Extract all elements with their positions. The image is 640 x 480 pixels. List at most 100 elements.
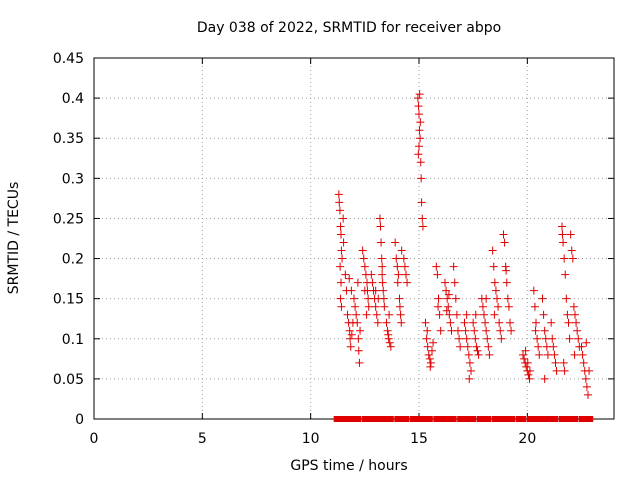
data-point — [572, 318, 581, 327]
data-point — [371, 302, 380, 311]
data-point — [336, 262, 345, 271]
zero-point — [346, 416, 353, 422]
data-point — [337, 278, 345, 287]
zero-point — [587, 416, 594, 422]
data-point — [392, 254, 401, 263]
zero-point — [476, 416, 483, 422]
data-point — [522, 362, 531, 371]
data-point — [384, 330, 393, 339]
x-tick-label: 15 — [410, 431, 428, 447]
data-point — [423, 342, 432, 351]
data-point — [442, 286, 451, 295]
zero-point — [342, 416, 349, 422]
data-point — [426, 358, 435, 367]
y-tick-label: 0.15 — [53, 292, 84, 308]
zero-point — [491, 416, 498, 422]
data-point — [424, 350, 433, 359]
data-point — [550, 350, 559, 359]
data-point — [336, 222, 345, 231]
data-point — [395, 294, 404, 303]
data-point — [445, 310, 454, 319]
zero-point — [442, 416, 448, 422]
zero-point — [461, 416, 468, 422]
data-point — [558, 222, 566, 231]
data-point — [379, 286, 388, 295]
data-point — [563, 310, 572, 319]
data-point — [360, 286, 369, 295]
data-point — [359, 254, 368, 263]
data-point — [483, 334, 492, 343]
data-point — [414, 150, 423, 159]
data-point — [531, 326, 540, 335]
data-point — [552, 366, 561, 375]
data-point — [347, 286, 356, 295]
data-point — [417, 198, 426, 207]
data-point — [463, 342, 472, 351]
data-point — [560, 254, 569, 263]
zero-point — [355, 416, 362, 422]
data-point — [456, 342, 465, 351]
data-point — [565, 334, 574, 343]
data-point — [490, 310, 499, 319]
data-point — [417, 174, 426, 183]
zero-point — [387, 416, 394, 422]
data-point — [567, 246, 576, 255]
data-point — [395, 302, 404, 311]
data-point — [471, 310, 480, 319]
x-tick-label: 10 — [302, 431, 320, 447]
data-point — [491, 286, 500, 295]
data-point — [382, 318, 391, 327]
data-point — [529, 286, 538, 295]
data-point — [415, 126, 424, 135]
data-point — [442, 306, 451, 315]
y-axis-label: SRMTID / TECUs — [6, 182, 22, 295]
data-point — [482, 294, 491, 303]
zero-point — [379, 416, 386, 422]
data-point — [432, 262, 441, 271]
chart-title: Day 038 of 2022, SRMTID for receiver abp… — [197, 20, 501, 36]
data-point — [540, 374, 549, 383]
data-point — [423, 326, 432, 335]
zero-point — [470, 416, 477, 422]
data-point — [530, 302, 539, 311]
data-point — [415, 110, 423, 119]
y-tick-label: 0.25 — [53, 211, 84, 227]
data-point — [368, 278, 377, 287]
data-point — [345, 326, 354, 335]
zero-point — [403, 416, 409, 422]
data-point — [351, 302, 360, 311]
zero-point — [418, 416, 425, 422]
data-point — [532, 318, 540, 327]
data-point — [425, 354, 434, 363]
zero-point — [338, 416, 344, 422]
zero-point — [548, 416, 555, 422]
data-point — [464, 350, 473, 359]
y-tick-label: 0.1 — [62, 332, 84, 348]
data-point — [548, 334, 557, 343]
data-point — [364, 302, 373, 311]
data-point — [523, 358, 532, 367]
data-point — [343, 310, 352, 319]
data-point — [484, 342, 493, 351]
grid-lines — [94, 58, 614, 419]
x-tick-label: 0 — [90, 431, 99, 447]
y-tick-label: 0.4 — [62, 91, 84, 107]
data-point — [446, 318, 455, 327]
zero-point — [504, 416, 511, 422]
data-point — [582, 382, 591, 391]
data-point — [346, 342, 355, 351]
data-point — [377, 254, 386, 263]
data-point — [560, 366, 569, 375]
data-point — [350, 294, 358, 303]
zero-point — [361, 416, 368, 422]
data-point — [355, 358, 364, 367]
data-point — [494, 302, 503, 311]
zero-point — [370, 416, 377, 422]
data-point — [339, 238, 348, 247]
zero-point — [539, 416, 546, 422]
zero-point — [398, 416, 405, 422]
data-point — [525, 374, 534, 383]
data-point — [378, 270, 387, 279]
data-point — [561, 270, 570, 279]
data-point — [415, 90, 424, 99]
